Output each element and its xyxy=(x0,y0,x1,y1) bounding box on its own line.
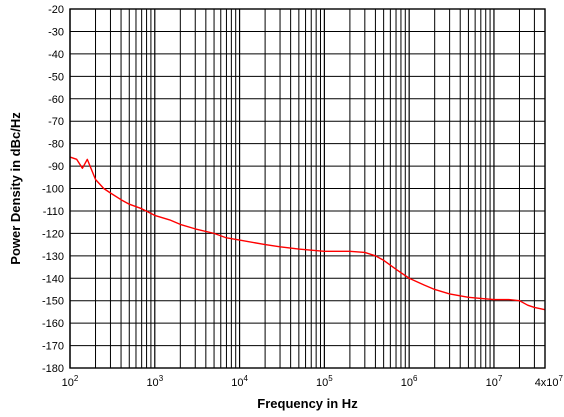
x-tick-label: 107 xyxy=(486,374,503,389)
y-tick-label: -60 xyxy=(48,94,64,106)
y-tick-label: -150 xyxy=(42,296,64,308)
y-tick-label: -90 xyxy=(48,161,64,173)
y-tick-labels: -20 -30 -40 -50 -60 -70 -80 -90 -100 -110 -120 -130… xyxy=(42,4,64,375)
y-tick-label: -50 xyxy=(48,71,64,83)
plot-frame xyxy=(69,8,546,369)
y-tick-label: -30 xyxy=(48,26,64,38)
series-layer xyxy=(69,156,546,311)
y-tick-label: -20 xyxy=(48,4,64,16)
y-tick-label: -80 xyxy=(48,139,64,151)
x-tick-label: 104 xyxy=(231,374,248,389)
x-tick-labels: 102 103 104 105 106 107 4x107 xyxy=(62,374,564,389)
grid-lines xyxy=(69,8,546,369)
y-tick-label: -110 xyxy=(43,206,64,218)
y-tick-label: -40 xyxy=(48,49,64,61)
y-tick-label: -180 xyxy=(42,363,64,375)
x-tick-label: 4x107 xyxy=(535,374,564,389)
y-tick-label: -160 xyxy=(42,318,64,330)
x-tick-label: 106 xyxy=(401,374,418,389)
y-tick-label: -140 xyxy=(42,273,64,285)
x-axis-title: Frequency in Hz xyxy=(257,396,358,411)
y-tick-label: -130 xyxy=(42,251,64,263)
series-line-0 xyxy=(69,156,546,311)
x-tick-label: 102 xyxy=(62,374,79,389)
y-tick-label: -120 xyxy=(42,228,64,240)
x-tick-label: 103 xyxy=(146,374,163,389)
y-tick-label: -100 xyxy=(42,184,64,196)
y-tick-label: -170 xyxy=(42,341,64,353)
x-tick-label: 105 xyxy=(316,374,333,389)
y-tick-label: -70 xyxy=(48,116,64,128)
y-axis-title: Power Density in dBc/Hz xyxy=(8,112,23,265)
